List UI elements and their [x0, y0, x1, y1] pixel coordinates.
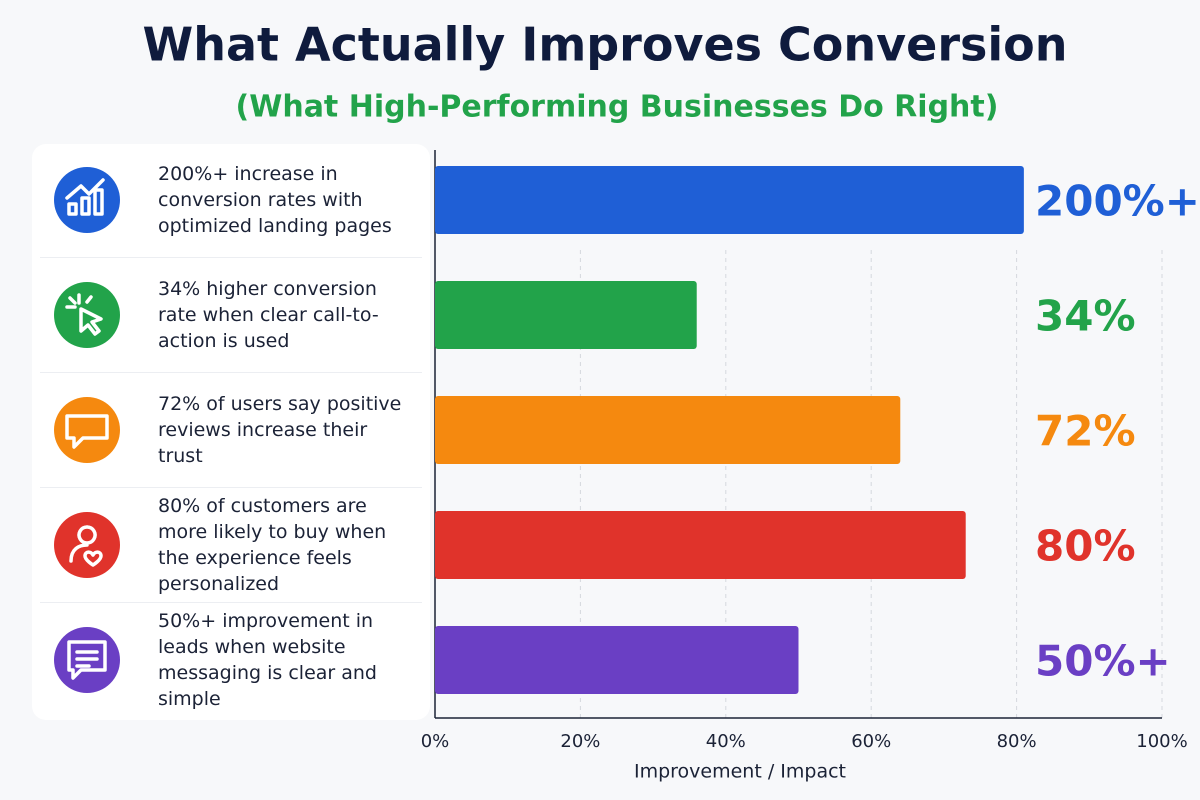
bar [435, 626, 799, 694]
category-label: 50%+ improvement in leads when website m… [158, 610, 377, 710]
x-tick-label: 100% [1136, 731, 1187, 752]
x-tick-label: 20% [560, 731, 600, 752]
icon [65, 178, 105, 216]
x-axis-title: Improvement / Impact [634, 761, 846, 783]
category-label: 80% of customers are more likely to buy … [158, 495, 387, 595]
icon [67, 640, 107, 680]
icon [69, 525, 103, 567]
chart-title: What Actually Improves Conversion [142, 18, 1067, 72]
x-tick-label: 60% [851, 731, 891, 752]
x-tick-label: 0% [421, 731, 450, 752]
card [32, 144, 430, 720]
bar [435, 396, 901, 464]
stat-label: 34% [1035, 292, 1136, 341]
icon-circle [54, 397, 120, 463]
x-tick-label: 80% [997, 731, 1037, 752]
icon [65, 414, 109, 449]
bar [435, 511, 966, 579]
bar [435, 281, 697, 349]
chart-subtitle: (What High-Performing Businesses Do Righ… [236, 90, 999, 125]
stat-label: 72% [1035, 407, 1136, 456]
stat-label: 200%+ [1035, 177, 1200, 226]
category-label: 34% higher conversion rate when clear ca… [158, 278, 379, 352]
icon-circle [54, 167, 120, 233]
bar [435, 166, 1024, 234]
category-label: 200%+ increase in conversion rates with … [158, 163, 392, 237]
icon-circle [54, 282, 120, 348]
stat-label: 50%+ [1035, 637, 1171, 686]
stat-label: 80% [1035, 522, 1136, 571]
x-tick-label: 40% [706, 731, 746, 752]
icon [65, 293, 103, 336]
category-label: 72% of users say positive reviews increa… [158, 393, 402, 467]
